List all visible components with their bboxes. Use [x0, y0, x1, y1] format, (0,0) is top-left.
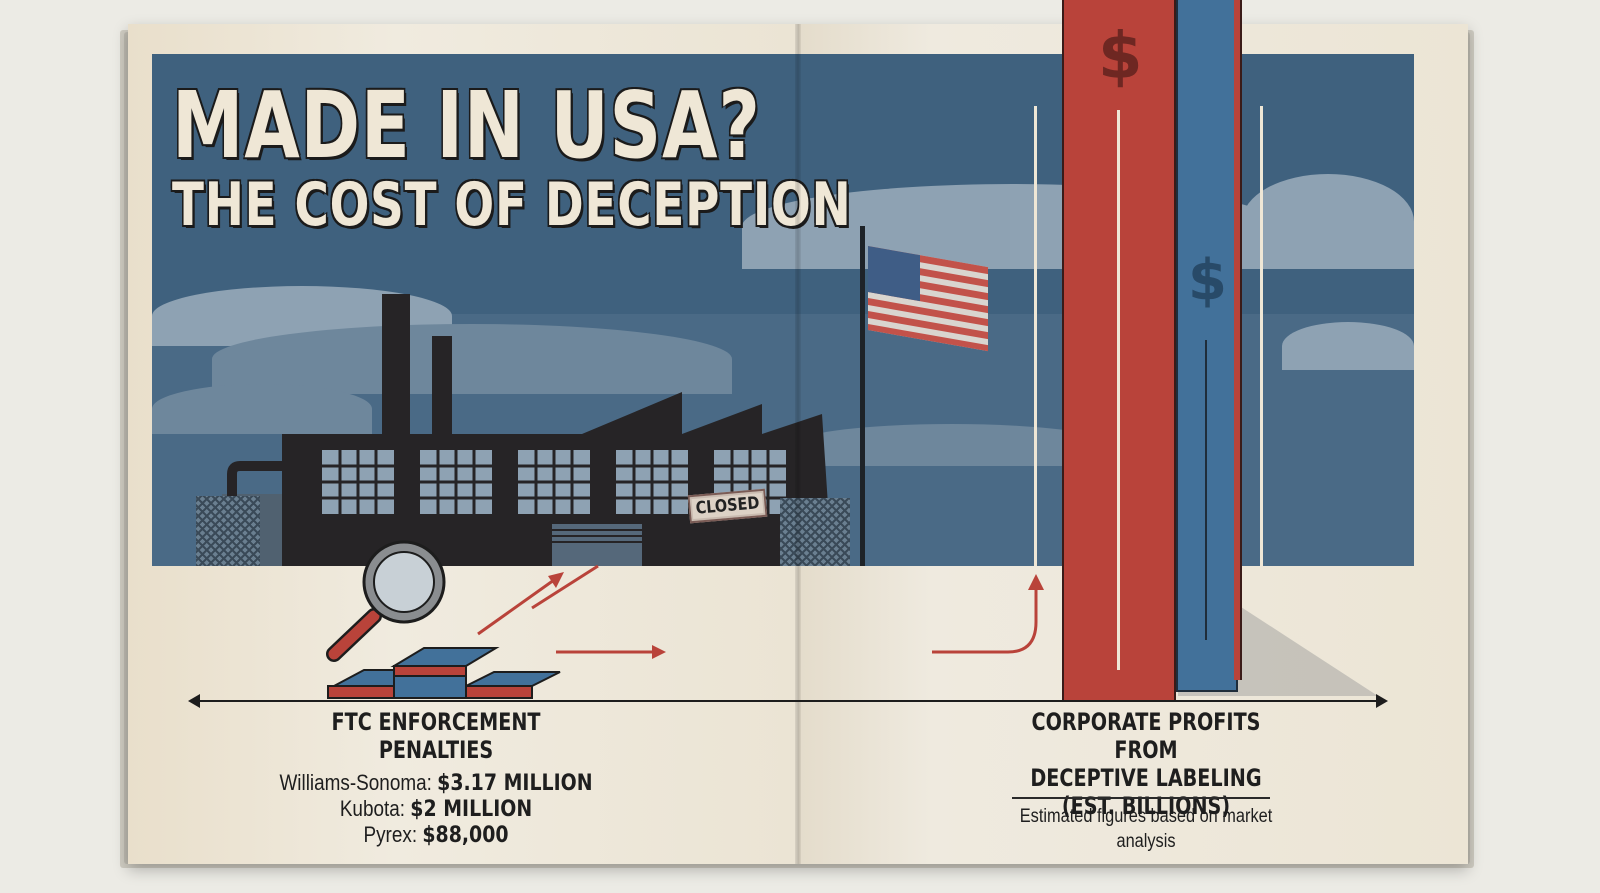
- headline-line-1: MADE IN USA?: [172, 72, 761, 179]
- cloud-icon: [212, 324, 732, 394]
- company-name: Pyrex:: [363, 822, 418, 847]
- magnifying-glass-icon: [326, 540, 446, 662]
- up-arrow-icon: [1034, 106, 1037, 566]
- right-caption-heading-line-1: CORPORATE PROFITS FROM: [1031, 708, 1261, 764]
- down-arrow-icon: [1205, 340, 1207, 640]
- fence-icon: [196, 496, 260, 566]
- cloud-icon: [792, 424, 1112, 466]
- dollar-icon: $: [1188, 248, 1227, 313]
- left-caption-heading: FTC ENFORCEMENT PENALTIES: [331, 708, 541, 764]
- curved-red-arrow-icon: [932, 574, 1044, 654]
- dollar-icon: $: [1098, 20, 1143, 94]
- penalty-amount: $3.17 MILLION: [437, 771, 593, 796]
- headline: MADE IN USA? THE COST OF DECEPTION: [172, 72, 852, 240]
- flagpole: [860, 226, 865, 566]
- pillar-edge: [1234, 0, 1242, 680]
- right-caption: CORPORATE PROFITS FROM DECEPTIVE LABELIN…: [966, 708, 1326, 820]
- horizontal-double-arrow: [188, 694, 1388, 708]
- right-caption-heading-line-3: (EST. BILLIONS): [1061, 792, 1231, 820]
- penalty-row: Kubota: $2 MILLION: [273, 796, 600, 822]
- factory-icon: [222, 294, 832, 566]
- us-flag-icon: [868, 246, 988, 352]
- right-caption-heading-line-2: DECEPTIVE LABELING: [1030, 764, 1262, 792]
- company-name: Kubota:: [339, 796, 406, 821]
- penalty-row: Williams-Sonoma: $3.17 MILLION: [273, 770, 600, 796]
- blue-pillar-icon: $: [1176, 0, 1238, 692]
- footnote: Estimated figures based on market analys…: [1019, 806, 1273, 852]
- cloud-icon: [1282, 322, 1414, 370]
- up-arrow-icon: [1260, 106, 1263, 566]
- spine-fold: [795, 24, 801, 864]
- up-arrow-icon: [1117, 110, 1120, 670]
- cloud-icon: [1242, 174, 1414, 269]
- fence-icon: [780, 498, 850, 566]
- penalty-amount: $2 MILLION: [410, 797, 533, 822]
- headline-line-2: THE COST OF DECEPTION: [172, 170, 852, 240]
- footnote-divider: [1012, 797, 1270, 799]
- left-caption: FTC ENFORCEMENT PENALTIES Williams-Sonom…: [246, 708, 626, 848]
- penalty-row: Pyrex: $88,000: [273, 822, 600, 848]
- magazine-spread: MADE IN USA? THE COST OF DECEPTION CLOSE…: [128, 0, 1468, 864]
- company-name: Williams-Sonoma:: [279, 770, 432, 795]
- small-stacked-bars-icon: [327, 647, 561, 699]
- penalty-amount: $88,000: [422, 823, 509, 848]
- red-arrows-icon: [477, 564, 666, 659]
- tall-red-pillar-icon: $: [1062, 0, 1176, 700]
- cloud-icon: [152, 384, 372, 434]
